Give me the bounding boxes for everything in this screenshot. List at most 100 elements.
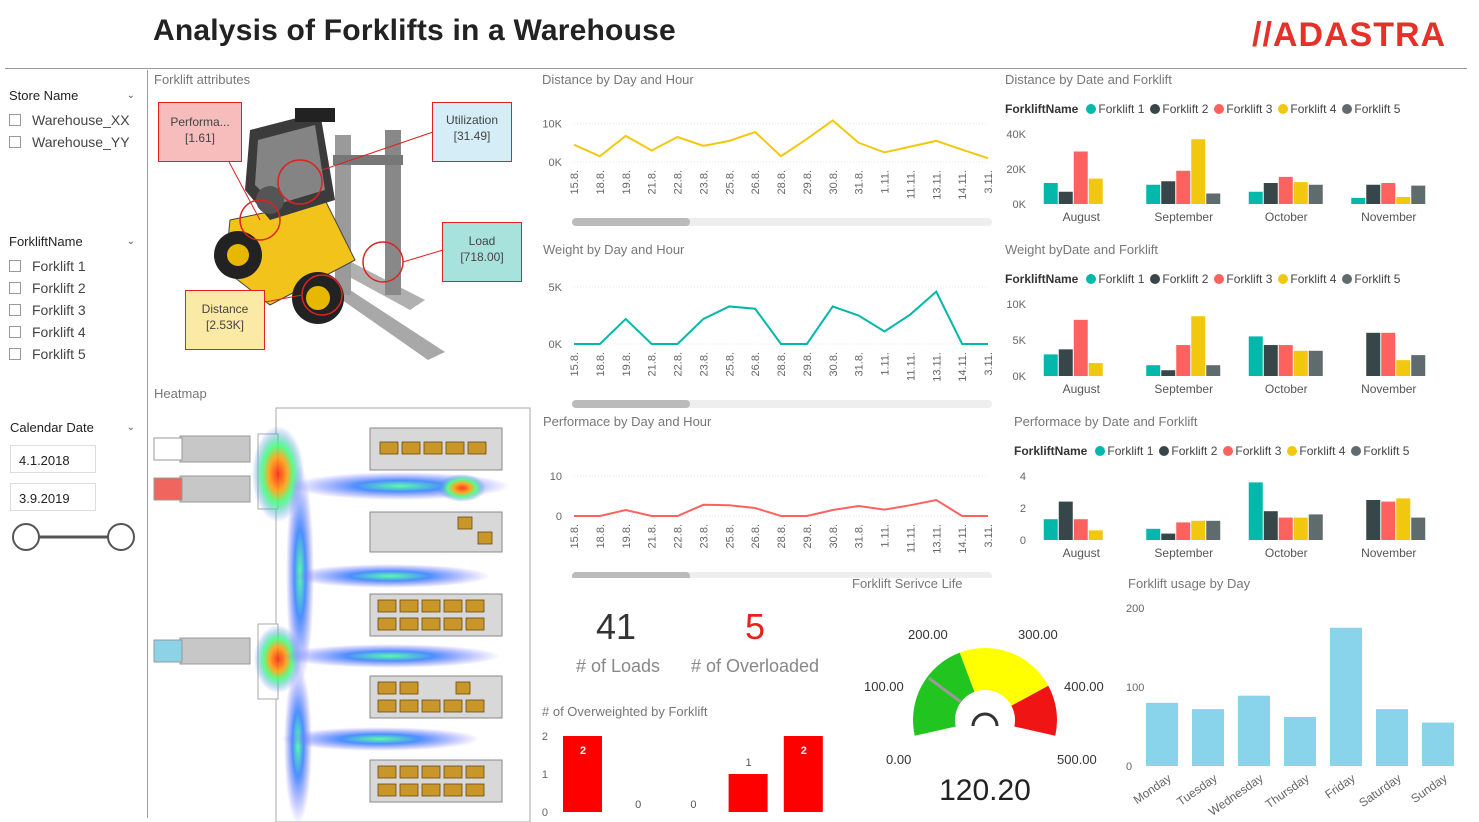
bar[interactable] — [1293, 350, 1308, 376]
slider-handle-start[interactable] — [12, 523, 40, 551]
bar[interactable] — [1176, 345, 1191, 376]
bar[interactable] — [1192, 709, 1224, 766]
slider-handle-end[interactable] — [107, 523, 135, 551]
overweighted-bar-chart[interactable]: 2 1 0 2 0 0 1 2 — [538, 724, 843, 822]
bar[interactable] — [1381, 332, 1396, 376]
distance-bar-chart[interactable]: 40K 20K 0K August September October November — [1000, 122, 1470, 232]
bar[interactable] — [1146, 184, 1161, 204]
bar[interactable] — [1263, 183, 1278, 204]
bar[interactable] — [1351, 197, 1366, 204]
bar[interactable] — [1278, 517, 1293, 540]
bar[interactable] — [1284, 717, 1316, 766]
forklift-option[interactable]: Forklift 1 — [9, 255, 135, 277]
bar[interactable] — [1366, 332, 1381, 376]
bar[interactable] — [1146, 702, 1178, 766]
checkbox[interactable] — [9, 260, 21, 272]
performance-bar-chart[interactable]: 4 2 0 August September October November — [1000, 464, 1470, 564]
bar[interactable] — [783, 736, 823, 812]
bar[interactable] — [1088, 530, 1103, 540]
bar[interactable] — [1278, 345, 1293, 376]
date-slicer[interactable]: Calendar Date ⌄ 4.1.2018 3.9.2019 — [10, 420, 135, 511]
bar[interactable] — [1248, 482, 1263, 540]
weight-line-chart[interactable]: 5K 0K 15.8. 18.8. 19.8. 21.8. 22.8. 23.8. 25.8. 2… — [538, 262, 998, 412]
bar[interactable] — [1330, 627, 1362, 766]
bar[interactable] — [1206, 193, 1221, 205]
bar[interactable] — [1411, 185, 1426, 204]
checkbox[interactable] — [9, 136, 21, 148]
store-option[interactable]: Warehouse_YY — [9, 131, 135, 153]
bar[interactable] — [1411, 355, 1426, 376]
bar[interactable] — [1191, 139, 1206, 204]
scrollbar-thumb[interactable] — [572, 572, 690, 578]
bar[interactable] — [1073, 319, 1088, 376]
bar[interactable] — [1191, 520, 1206, 540]
checkbox[interactable] — [9, 326, 21, 338]
scrollbar-thumb[interactable] — [572, 400, 690, 408]
bar[interactable] — [1088, 178, 1103, 204]
forklift-option[interactable]: Forklift 2 — [9, 277, 135, 299]
bar[interactable] — [1073, 519, 1088, 540]
bar[interactable] — [1161, 370, 1176, 376]
checkbox[interactable] — [9, 304, 21, 316]
store-option[interactable]: Warehouse_XX — [9, 109, 135, 131]
bar[interactable] — [1422, 722, 1454, 766]
chevron-down-icon[interactable]: ⌄ — [126, 236, 135, 247]
bar[interactable] — [728, 774, 768, 812]
bar[interactable] — [1146, 365, 1161, 376]
bar[interactable] — [1043, 183, 1058, 204]
bar[interactable] — [1058, 501, 1073, 540]
weight-bar-chart[interactable]: 10K 5K 0K August September October November — [1000, 292, 1470, 404]
bar[interactable] — [1308, 184, 1323, 204]
bar[interactable] — [1366, 500, 1381, 540]
bar[interactable] — [1381, 183, 1396, 204]
bar[interactable] — [1376, 709, 1408, 766]
bar[interactable] — [1238, 695, 1270, 766]
bar[interactable] — [1381, 501, 1396, 540]
checkbox[interactable] — [9, 114, 21, 126]
performance-line-chart[interactable]: 10 0 15.8. 18.8. 19.8. 21.8. 22.8. 23.8. 25.8. 26… — [538, 440, 998, 578]
checkbox[interactable] — [9, 348, 21, 360]
distance-line-chart[interactable]: 10K 0K 15.8. 18.8. 19.8. 21.8. 22.8. 23.8. 25.8.… — [538, 90, 998, 240]
bar[interactable] — [1263, 345, 1278, 376]
date-range-slider[interactable] — [8, 520, 138, 554]
scrollbar-thumb[interactable] — [572, 218, 690, 226]
bar[interactable] — [1088, 363, 1103, 376]
bar[interactable] — [1396, 197, 1411, 204]
chevron-down-icon[interactable]: ⌄ — [126, 422, 135, 433]
bar[interactable] — [1146, 528, 1161, 540]
bar[interactable] — [1043, 519, 1058, 540]
forklift-slicer[interactable]: ForkliftName ⌄ Forklift 1 Forklift 2 For… — [9, 234, 135, 365]
bar[interactable] — [1366, 184, 1381, 204]
bar[interactable] — [1293, 517, 1308, 540]
bar[interactable] — [1248, 191, 1263, 204]
bar[interactable] — [1206, 520, 1221, 540]
forklift-option[interactable]: Forklift 3 — [9, 299, 135, 321]
bar[interactable] — [1176, 522, 1191, 540]
store-slicer[interactable]: Store Name ⌄ Warehouse_XX Warehouse_YY — [9, 88, 135, 153]
bar[interactable] — [1161, 533, 1176, 540]
date-from-input[interactable]: 4.1.2018 — [10, 445, 96, 473]
bar[interactable] — [1308, 350, 1323, 376]
bar[interactable] — [1043, 354, 1058, 376]
date-to-input[interactable]: 3.9.2019 — [10, 483, 96, 511]
bar[interactable] — [1058, 191, 1073, 204]
bar[interactable] — [1263, 511, 1278, 540]
bar[interactable] — [1396, 498, 1411, 540]
bar[interactable] — [1293, 182, 1308, 204]
bar[interactable] — [1411, 517, 1426, 540]
checkbox[interactable] — [9, 282, 21, 294]
bar[interactable] — [1206, 365, 1221, 376]
bar[interactable] — [1396, 360, 1411, 376]
bar[interactable] — [1308, 514, 1323, 540]
bar[interactable] — [1248, 336, 1263, 376]
bar[interactable] — [1176, 170, 1191, 204]
bar[interactable] — [1073, 151, 1088, 205]
forklift-option[interactable]: Forklift 4 — [9, 321, 135, 343]
chevron-down-icon[interactable]: ⌄ — [126, 90, 135, 101]
bar[interactable] — [563, 736, 602, 812]
bar[interactable] — [1058, 349, 1073, 376]
bar[interactable] — [1278, 176, 1293, 204]
bar[interactable] — [1191, 316, 1206, 376]
bar[interactable] — [1161, 181, 1176, 204]
